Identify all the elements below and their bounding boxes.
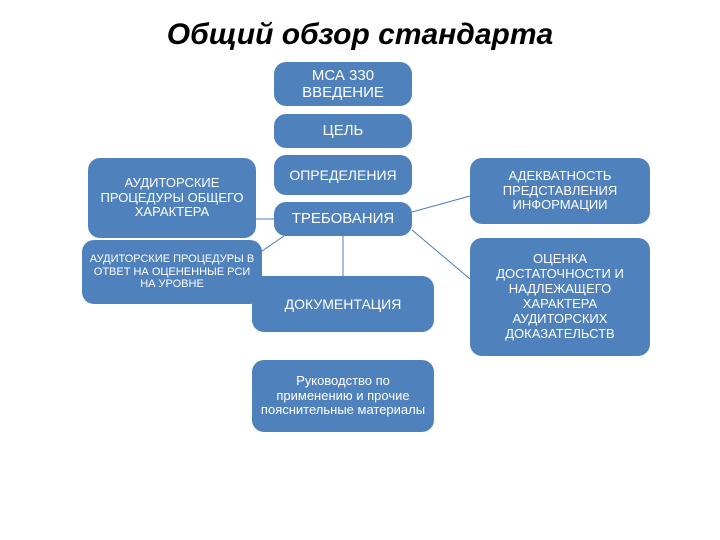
node-n-docs: ДОКУМЕНТАЦИЯ bbox=[252, 276, 434, 332]
node-n-defs: ОПРЕДЕЛЕНИЯ bbox=[274, 155, 412, 195]
node-n-intro: МСА 330 ВВЕДЕНИЕ bbox=[274, 62, 412, 106]
node-n-reqs: ТРЕБОВАНИЯ bbox=[274, 202, 412, 236]
node-n-goal: ЦЕЛЬ bbox=[274, 114, 412, 148]
diagram-canvas: Общий обзор стандарта МСА 330 ВВЕДЕНИЕ ЦЕ… bbox=[0, 0, 720, 540]
node-n-guide: Руководство по применению и прочие поясн… bbox=[252, 360, 434, 432]
node-n-suff: ОЦЕНКА ДОСТАТОЧНОСТИ И НАДЛЕЖАЩЕГО ХАРАК… bbox=[470, 238, 650, 356]
connector bbox=[412, 196, 470, 212]
node-n-resp: АУДИТОРСКИЕ ПРОЦЕДУРЫ В ОТВЕТ НА ОЦЕНЕНН… bbox=[82, 240, 262, 304]
page-title: Общий обзор стандарта bbox=[0, 18, 720, 52]
node-n-adeq: АДЕКВАТНОСТЬ ПРЕДСТАВЛЕНИЯ ИНФОРМАЦИИ bbox=[470, 158, 650, 224]
node-n-gen: АУДИТОРСКИЕ ПРОЦЕДУРЫ ОБЩЕГО ХАРАКТЕРА bbox=[88, 158, 256, 238]
